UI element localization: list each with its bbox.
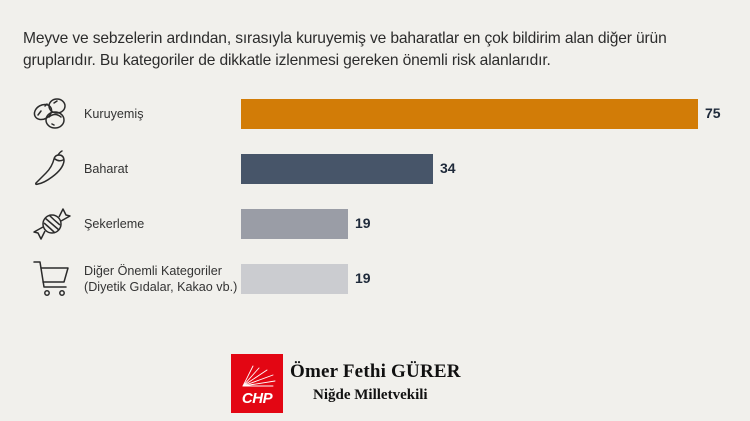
bar-diger <box>241 264 348 294</box>
bar-sekerleme <box>241 209 348 239</box>
bar-kuruyemis <box>241 99 698 129</box>
chart-row-kuruyemis: Kuruyemiş 75 <box>0 94 750 134</box>
nuts-icon <box>30 94 74 134</box>
chp-logo: CHP <box>231 354 283 413</box>
value-label: 34 <box>440 160 456 176</box>
row-label: Baharat <box>84 162 129 176</box>
row-label: Şekerleme <box>84 217 145 231</box>
value-label: 75 <box>705 105 721 121</box>
chart-row-diger: Diğer Önemli Kategoriler (Diyetik Gıdala… <box>0 259 750 299</box>
chp-logo-text: CHP <box>241 390 273 407</box>
row-label-line-1: Diğer Önemli Kategoriler <box>84 264 222 278</box>
author-name: Ömer Fethi GÜRER <box>290 361 461 382</box>
intro-text: Meyve ve sebzelerin ardından, sırasıyla … <box>23 28 738 72</box>
row-label-line-2: (Diyetik Gıdalar, Kakao vb.) <box>84 280 238 294</box>
intro-line-2: gruplarıdır. Bu kategoriler de dikkatle … <box>23 52 551 69</box>
chart-row-baharat: Baharat 34 <box>0 149 750 189</box>
value-label: 19 <box>355 270 371 286</box>
row-label: Diğer Önemli Kategoriler (Diyetik Gıdala… <box>84 263 237 295</box>
author-title: Niğde Milletvekili <box>313 387 428 403</box>
value-label: 19 <box>355 215 371 231</box>
intro-line-1: Meyve ve sebzelerin ardından, sırasıyla … <box>23 30 667 47</box>
cart-icon <box>30 259 74 299</box>
row-label: Kuruyemiş <box>84 107 144 121</box>
candy-icon <box>30 204 74 244</box>
chart-row-sekerleme: Şekerleme 19 <box>0 204 750 244</box>
bar-baharat <box>241 154 433 184</box>
pepper-icon <box>30 149 74 189</box>
